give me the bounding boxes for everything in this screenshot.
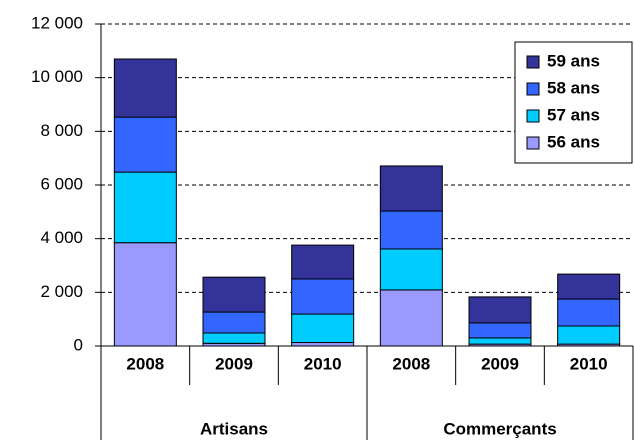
bar-segment xyxy=(379,210,443,250)
legend-swatch xyxy=(526,82,540,96)
bar-segment xyxy=(202,311,266,334)
bar-segment xyxy=(468,296,532,324)
y-tick-label: 6 000 xyxy=(40,174,83,193)
x-tick-label: 2010 xyxy=(304,354,342,373)
y-tick-label: 8 000 xyxy=(40,121,83,140)
x-tick-label: 2009 xyxy=(215,354,253,373)
y-tick-label: 2 000 xyxy=(40,282,83,301)
x-tick-label: 2008 xyxy=(126,354,164,373)
legend-label: 57 ans xyxy=(547,105,600,124)
bar-segment xyxy=(379,165,443,212)
bar-segment xyxy=(291,278,355,315)
bar-segment xyxy=(468,322,532,339)
bar-segment xyxy=(291,313,355,344)
legend-swatch xyxy=(526,136,540,150)
x-tick-label: 2010 xyxy=(570,354,608,373)
y-tick-label: 12 000 xyxy=(31,13,83,32)
bar-segment xyxy=(113,171,177,244)
bar-segment xyxy=(113,242,177,347)
legend-label: 58 ans xyxy=(547,78,600,97)
bar-segment xyxy=(557,325,621,345)
bar-segment xyxy=(113,116,177,173)
bar-segment xyxy=(291,342,355,347)
bar-segment xyxy=(557,273,621,300)
group-label: Artisans xyxy=(200,419,268,438)
x-tick-label: 2009 xyxy=(481,354,519,373)
bar-segment xyxy=(557,298,621,327)
bar-segment xyxy=(291,244,355,280)
legend-swatch xyxy=(526,55,540,69)
y-tick-label: 10 000 xyxy=(31,67,83,86)
bar-segment xyxy=(468,337,532,345)
group-label: Commerçants xyxy=(443,419,556,438)
legend-label: 59 ans xyxy=(547,51,600,70)
bar-segment xyxy=(202,332,266,344)
legend-swatch xyxy=(526,109,540,123)
y-tick-label: 0 xyxy=(74,335,83,354)
y-tick-label: 4 000 xyxy=(40,228,83,247)
x-tick-label: 2008 xyxy=(392,354,430,373)
bar-segment xyxy=(113,58,177,118)
legend-label: 56 ans xyxy=(547,132,600,151)
bar-segment xyxy=(202,276,266,313)
bar-segment xyxy=(379,248,443,291)
bar-segment xyxy=(379,289,443,347)
